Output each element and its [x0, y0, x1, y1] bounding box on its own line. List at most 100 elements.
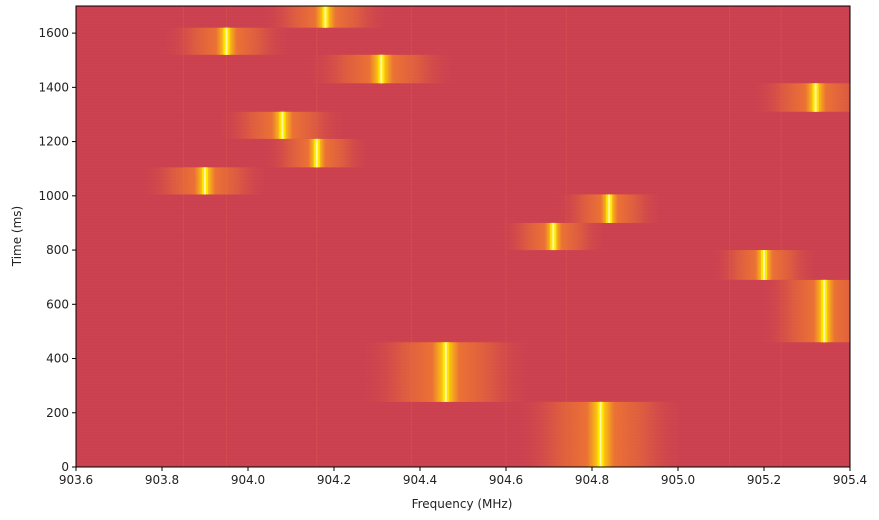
noise-row [76, 78, 850, 79]
signal-peak [281, 111, 284, 139]
noise-row [76, 282, 850, 283]
noise-row [76, 333, 850, 334]
noise-row [76, 405, 850, 406]
y-axis-label: Time (ms) [10, 206, 24, 268]
noise-row [76, 417, 850, 418]
signal-peak [204, 167, 206, 195]
y-tick-label: 1000 [38, 189, 69, 203]
noise-row [76, 339, 850, 340]
noise-row [76, 183, 850, 184]
noise-row [76, 459, 850, 460]
noise-row [76, 15, 850, 16]
x-tick-label: 904.0 [231, 473, 265, 487]
plot-frame [75, 5, 851, 468]
noise-row [76, 201, 850, 202]
noise-row [76, 228, 850, 229]
noise-row [76, 105, 850, 106]
noise-row [76, 438, 850, 439]
noise-row [76, 330, 850, 331]
signal-peak [552, 222, 555, 251]
signal-band [555, 194, 663, 223]
noise-row [76, 453, 850, 454]
noise-row [76, 9, 850, 10]
noise-row [76, 225, 850, 226]
noise-row [76, 246, 850, 247]
noise-row [76, 63, 850, 64]
noise-row [76, 42, 850, 43]
noise-row [76, 411, 850, 412]
noise-row [76, 75, 850, 76]
x-tick-label: 905.0 [661, 473, 695, 487]
noise-row [76, 81, 850, 82]
noise-row [76, 450, 850, 451]
noise-row [76, 153, 850, 154]
noise-row [76, 267, 850, 268]
x-tick-label: 903.6 [59, 473, 93, 487]
noise-row [76, 102, 850, 103]
signal-band [217, 111, 347, 139]
noise-row [76, 219, 850, 220]
noise-row [76, 456, 850, 457]
noise-row [76, 249, 850, 250]
noise-row [76, 291, 850, 292]
noise-row [76, 18, 850, 19]
signal-peak [763, 250, 765, 280]
noise-row [76, 285, 850, 286]
noise-row [76, 297, 850, 298]
signal-band-glow [751, 83, 850, 112]
noise-row [76, 402, 850, 403]
noise-row [76, 72, 850, 73]
x-tick-label: 904.8 [575, 473, 609, 487]
noise-row [76, 429, 850, 430]
noise-row [76, 165, 850, 166]
x-tick-label: 905.2 [747, 473, 781, 487]
noise-row [76, 207, 850, 208]
noise-row [76, 432, 850, 433]
noise-row [76, 222, 850, 223]
noise-row [76, 195, 850, 196]
noise-row [76, 444, 850, 445]
signal-band [499, 222, 608, 251]
noise-row [76, 132, 850, 133]
noise-row [76, 138, 850, 139]
y-tick-label: 400 [46, 352, 69, 366]
signal-band-glow [759, 279, 850, 343]
noise-row [76, 198, 850, 199]
signal-peak [444, 342, 447, 402]
signal-band [263, 138, 371, 168]
signal-band [710, 250, 818, 280]
noise-row [76, 435, 850, 436]
noise-row [76, 306, 850, 307]
noise-row [76, 162, 850, 163]
x-tick-label: 904.4 [403, 473, 437, 487]
noise-row [76, 159, 850, 160]
noise-row [76, 318, 850, 319]
y-tick-label: 1600 [38, 26, 69, 40]
noise-row [76, 420, 850, 421]
noise-row [76, 150, 850, 151]
noise-row [76, 408, 850, 409]
noise-row [76, 36, 850, 37]
noise-row [76, 174, 850, 175]
y-axis: 0 200 400 600 800 1000 1200 1400 1600 [38, 26, 76, 474]
noise-row [76, 51, 850, 52]
x-tick-label: 905.4 [833, 473, 867, 487]
noise-row [76, 99, 850, 100]
signal-peak [608, 194, 611, 223]
noise-row [76, 294, 850, 295]
y-tick-label: 0 [61, 460, 69, 474]
noise-row [76, 234, 850, 235]
signal-band [162, 27, 291, 55]
noise-row [76, 48, 850, 49]
signal-band [140, 167, 270, 195]
y-tick-label: 600 [46, 297, 69, 311]
noise-row [76, 258, 850, 259]
noise-row [76, 57, 850, 58]
noise-row [76, 276, 850, 277]
noise-row [76, 186, 850, 187]
signal-band [751, 83, 850, 112]
noise-row [76, 96, 850, 97]
y-tick-label: 800 [46, 243, 69, 257]
noise-row [76, 33, 850, 34]
noise-row [76, 156, 850, 157]
